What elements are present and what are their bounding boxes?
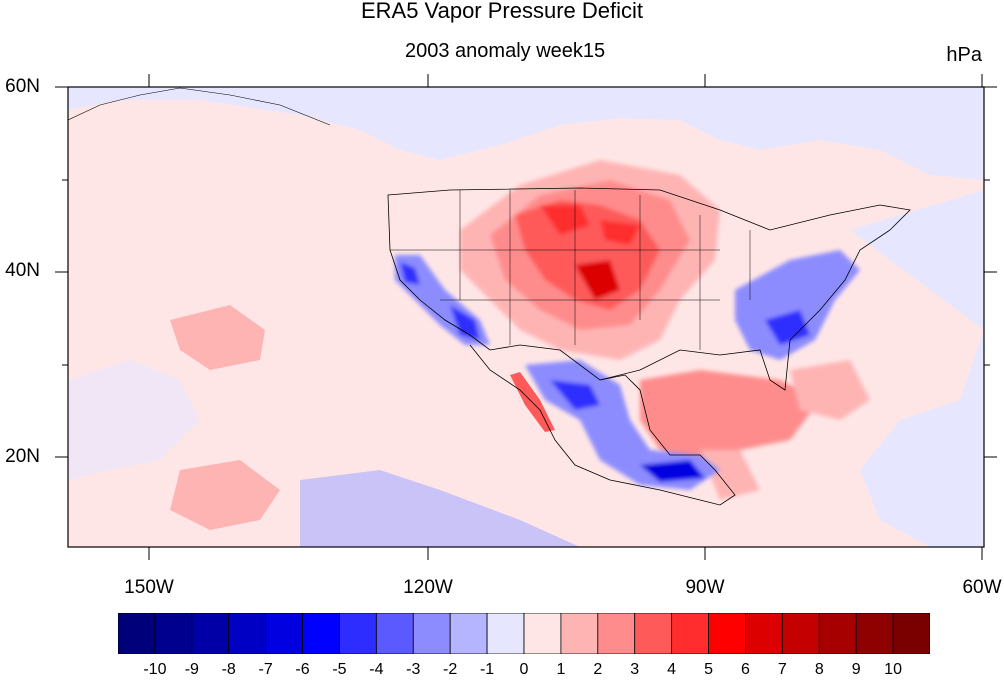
colorbar-tick-label: -9 <box>184 661 199 678</box>
lon-label-150w: 150W <box>124 577 174 598</box>
colorbar-swatch <box>597 613 636 654</box>
colorbar-swatch <box>634 613 673 654</box>
lon-label-120w: 120W <box>403 577 453 598</box>
colorbar-tick-label: -4 <box>369 661 384 678</box>
colorbar-tick-label: 7 <box>777 661 787 678</box>
colorbar-swatch <box>855 613 894 654</box>
lat-label-40n: 40N <box>5 260 40 281</box>
colorbar-swatch <box>486 613 525 654</box>
light-blue-pacific-patch <box>68 360 200 480</box>
colorbar-swatch <box>191 613 230 654</box>
colorbar-swatch <box>523 613 562 654</box>
colorbar-tick-label: 0 <box>519 661 529 678</box>
units-label: hPa <box>946 44 982 66</box>
axis-ticks <box>55 74 997 560</box>
alaska-coastline <box>68 87 331 126</box>
us-coastline <box>387 187 911 391</box>
red-pacific-patch <box>170 305 265 370</box>
map-title: ERA5 Vapor Pressure Deficit <box>360 0 644 23</box>
colorbar-tick-label: 8 <box>814 661 824 678</box>
lon-label-60w: 60W <box>962 577 1002 598</box>
red-south-patch <box>170 460 280 530</box>
colorbar-swatch <box>560 613 599 654</box>
colorbar-tick-label: 5 <box>704 661 713 678</box>
colorbar-swatch <box>154 613 193 654</box>
red-core-north <box>540 205 590 235</box>
blue-socal-core <box>450 305 480 340</box>
blue-southeast <box>735 250 860 360</box>
lat-label-20n: 20N <box>5 446 40 467</box>
colorbar-tick-label: 2 <box>593 661 603 678</box>
colorbar-swatch <box>118 613 156 654</box>
red-core-east <box>600 220 640 245</box>
map-subtitle: 2003 anomaly week15 <box>405 40 606 62</box>
colorbar-swatch <box>781 613 820 654</box>
state-borders <box>390 190 751 350</box>
red-gulf <box>640 370 820 470</box>
lat-label-60n: 60N <box>5 76 40 97</box>
blue-southeast-core <box>765 310 810 345</box>
light-blue-atlantic <box>850 190 984 547</box>
colorbar <box>118 613 930 654</box>
colorbar-swatch <box>302 613 340 654</box>
colorbar-tick-label: 1 <box>556 661 566 678</box>
blue-mexico-south-core <box>640 460 705 482</box>
colorbar-swatch <box>708 613 746 654</box>
light-blue-north <box>68 87 984 180</box>
anomaly-field <box>68 87 984 547</box>
red-caribbean <box>700 450 760 500</box>
colorbar-tick-label: -1 <box>479 661 495 678</box>
colorbar-tick-label: -10 <box>143 661 167 678</box>
red-gulf-east <box>790 360 870 420</box>
lon-label-90w: 90W <box>685 577 725 598</box>
colorbar-tick-label: -5 <box>332 661 347 678</box>
colorbar-tick-label: -7 <box>258 661 273 678</box>
red-core-south <box>575 260 620 300</box>
blue-south-pacific <box>300 470 580 547</box>
mexico-coastline <box>469 344 736 506</box>
blue-california-core <box>400 262 420 285</box>
colorbar-swatch <box>412 613 451 654</box>
colorbar-swatch <box>449 613 488 654</box>
colorbar-swatch <box>228 613 267 654</box>
colorbar-swatch <box>339 613 377 654</box>
colorbar-swatch <box>265 613 303 654</box>
colorbar-swatch <box>818 613 857 654</box>
colorbar-tick-label: -6 <box>295 661 310 678</box>
blue-mexico-core <box>550 380 600 410</box>
colorbar-swatch <box>892 613 930 654</box>
colorbar-tick-label: 10 <box>884 661 902 678</box>
colorbar-tick-label: -3 <box>406 661 421 678</box>
colorbar-tick-label: 3 <box>630 661 640 678</box>
colorbar-swatch <box>745 613 783 654</box>
colorbar-swatch <box>375 613 414 654</box>
colorbar-tick-label: 6 <box>741 661 750 678</box>
colorbar-tick-label: -2 <box>443 661 458 678</box>
colorbar-tick-label: -8 <box>221 661 236 678</box>
plot-frame <box>67 86 985 548</box>
colorbar-tick-label: 4 <box>667 661 677 678</box>
colorbar-swatch <box>671 613 709 654</box>
colorbar-tick-label: 9 <box>851 661 861 678</box>
